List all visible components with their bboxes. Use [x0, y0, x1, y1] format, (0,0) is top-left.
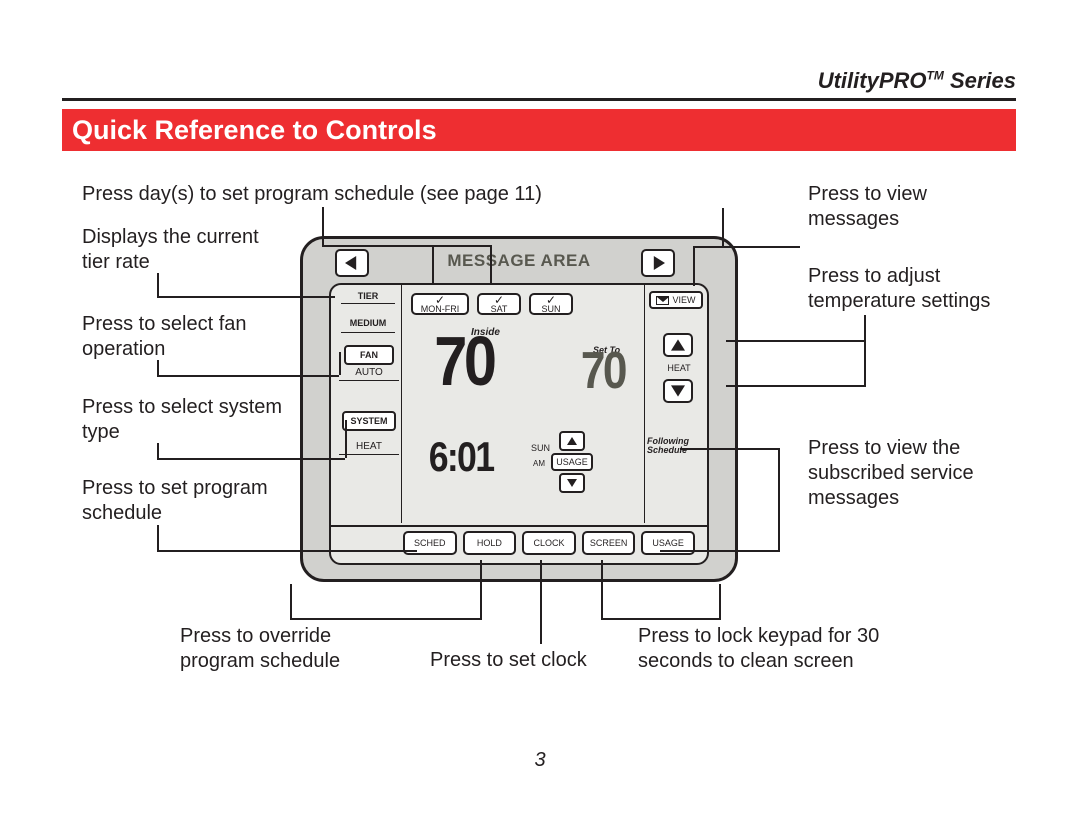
callout-line: [722, 246, 800, 248]
view-messages-button[interactable]: VIEW: [649, 291, 703, 309]
callout-line: [322, 207, 324, 247]
vertical-separator-right: [644, 285, 645, 523]
callout-line: [480, 560, 482, 620]
callout-tier: Displays the current tier rate: [82, 225, 292, 275]
usage-button[interactable]: USAGE: [551, 453, 593, 471]
callout-line: [660, 550, 780, 552]
fan-block: FAN AUTO: [339, 345, 399, 381]
thermostat-screen: TIER MEDIUM FAN AUTO SYSTEM HEAT ✓ MON-F…: [329, 283, 709, 565]
envelope-icon: [656, 296, 669, 305]
system-block: SYSTEM HEAT: [339, 411, 399, 455]
tm-mark: TM: [927, 69, 944, 83]
callout-line: [693, 246, 695, 286]
callout-line: [726, 340, 866, 342]
callout-line: [157, 458, 345, 460]
clock-time: 6:01: [429, 433, 494, 481]
usage-up-button[interactable]: [559, 431, 585, 451]
title-bar: Quick Reference to Controls: [62, 109, 1016, 151]
callout-line: [722, 208, 724, 248]
callout-view: Press to view messages: [808, 182, 988, 232]
system-value: HEAT: [339, 441, 399, 455]
callout-line: [157, 550, 417, 552]
callout-line: [864, 315, 866, 385]
tier-label: TIER: [341, 291, 395, 304]
clock-button[interactable]: CLOCK: [522, 531, 576, 555]
fan-button[interactable]: FAN: [344, 345, 394, 365]
callout-line: [157, 525, 159, 550]
tier-value: MEDIUM: [341, 318, 395, 333]
thermostat-device: MESSAGE AREA TIER MEDIUM FAN AUTO SYSTEM…: [300, 236, 738, 582]
callout-sched: Press to set program schedule: [82, 476, 292, 526]
temp-up-button[interactable]: [663, 333, 693, 357]
callout-line: [157, 296, 335, 298]
day-label: SAT: [491, 304, 508, 314]
callout-screen: Press to lock keypad for 30 seconds to c…: [638, 624, 928, 674]
callout-line: [339, 352, 341, 375]
callout-schedule-days: Press day(s) to set program schedule (se…: [82, 182, 542, 207]
callout-line: [601, 618, 721, 620]
callout-line: [345, 420, 347, 458]
inside-temperature: 70: [434, 321, 493, 401]
tier-block: TIER MEDIUM: [335, 291, 401, 333]
page-header: UtilityPROTM Series: [818, 68, 1016, 94]
day-label: SUN: [541, 304, 560, 314]
callout-line: [719, 584, 721, 620]
day-button-sat[interactable]: ✓ SAT: [477, 293, 521, 315]
check-icon: ✓: [413, 296, 467, 304]
usage-down-button[interactable]: [559, 473, 585, 493]
callout-usage: Press to view the subscribed service mes…: [808, 436, 1018, 511]
bottom-button-row: SCHED HOLD CLOCK SCREEN USAGE: [403, 531, 695, 555]
vertical-separator-left: [401, 285, 402, 523]
series-name: UtilityPRO: [818, 68, 927, 93]
callout-line: [778, 448, 780, 550]
page-number: 3: [534, 749, 545, 772]
callout-line: [157, 375, 339, 377]
callout-clock: Press to set clock: [430, 648, 587, 673]
callout-line: [290, 618, 480, 620]
day-button-sun[interactable]: ✓ SUN: [529, 293, 573, 315]
callout-line: [157, 273, 159, 296]
hold-button[interactable]: HOLD: [463, 531, 517, 555]
callout-line: [693, 246, 723, 248]
callout-line: [726, 385, 866, 387]
callout-line: [490, 245, 492, 285]
callout-line: [157, 360, 159, 375]
series-suffix: Series: [944, 68, 1016, 93]
callout-fan: Press to select fan operation: [82, 312, 292, 362]
callout-system: Press to select system type: [82, 395, 297, 445]
screen-divider-bottom: [331, 525, 707, 527]
message-next-button[interactable]: [641, 249, 675, 277]
callout-line: [680, 448, 780, 450]
callout-line: [290, 584, 292, 620]
callout-hold: Press to override program schedule: [180, 624, 370, 674]
title-text: Quick Reference to Controls: [72, 115, 437, 145]
day-button-monfri[interactable]: ✓ MON-FRI: [411, 293, 469, 315]
callout-line: [432, 245, 434, 285]
check-icon: ✓: [479, 296, 519, 304]
callout-temp: Press to adjust temperature settings: [808, 264, 1018, 314]
callout-line: [540, 560, 542, 644]
clock-day: SUN: [531, 443, 550, 453]
following-schedule-label: Following Schedule: [647, 437, 703, 455]
screen-button[interactable]: SCREEN: [582, 531, 636, 555]
view-label: VIEW: [672, 295, 695, 305]
callout-line: [322, 245, 492, 247]
setto-temperature: 70: [581, 341, 625, 401]
day-label: MON-FRI: [421, 304, 460, 314]
system-button[interactable]: SYSTEM: [342, 411, 395, 431]
check-icon: ✓: [531, 296, 571, 304]
callout-line: [157, 443, 159, 458]
heat-mode-label: HEAT: [661, 363, 697, 373]
temp-down-button[interactable]: [663, 379, 693, 403]
callout-line: [601, 560, 603, 620]
fan-value: AUTO: [339, 367, 399, 381]
clock-ampm: AM: [533, 459, 545, 468]
header-rule: [62, 98, 1016, 101]
